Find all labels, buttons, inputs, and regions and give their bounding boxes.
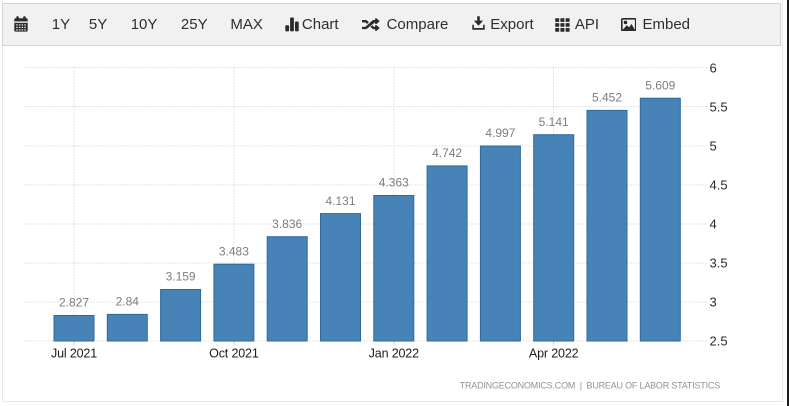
svg-text:Apr 2022: Apr 2022	[529, 347, 579, 361]
svg-text:4.363: 4.363	[379, 176, 409, 190]
svg-text:2.84: 2.84	[116, 295, 140, 309]
svg-text:4.5: 4.5	[710, 177, 728, 192]
svg-text:2.5: 2.5	[710, 334, 728, 349]
svg-text:4: 4	[710, 217, 717, 232]
svg-text:Jan 2022: Jan 2022	[369, 347, 419, 361]
svg-text:Jul 2021: Jul 2021	[51, 347, 97, 361]
svg-text:5.5: 5.5	[710, 99, 728, 114]
svg-text:3.159: 3.159	[166, 270, 196, 284]
svg-text:5.452: 5.452	[592, 91, 622, 105]
svg-text:5.609: 5.609	[645, 78, 675, 92]
svg-text:3.5: 3.5	[710, 256, 728, 271]
svg-text:Oct 2021: Oct 2021	[209, 347, 259, 361]
svg-text:TRADINGECONOMICS.COM | BUREA: TRADINGECONOMICS.COM | BUREAU OF LABOR S…	[460, 381, 721, 391]
svg-text:4.997: 4.997	[485, 126, 515, 140]
svg-text:5.141: 5.141	[539, 115, 569, 129]
svg-text:4.131: 4.131	[325, 194, 355, 208]
svg-text:3: 3	[710, 295, 717, 310]
svg-text:2.827: 2.827	[59, 296, 89, 310]
svg-text:3.836: 3.836	[272, 217, 302, 231]
svg-text:5: 5	[710, 138, 717, 153]
svg-text:4.742: 4.742	[432, 146, 462, 160]
svg-text:6: 6	[710, 60, 717, 75]
svg-text:3.483: 3.483	[219, 244, 249, 258]
